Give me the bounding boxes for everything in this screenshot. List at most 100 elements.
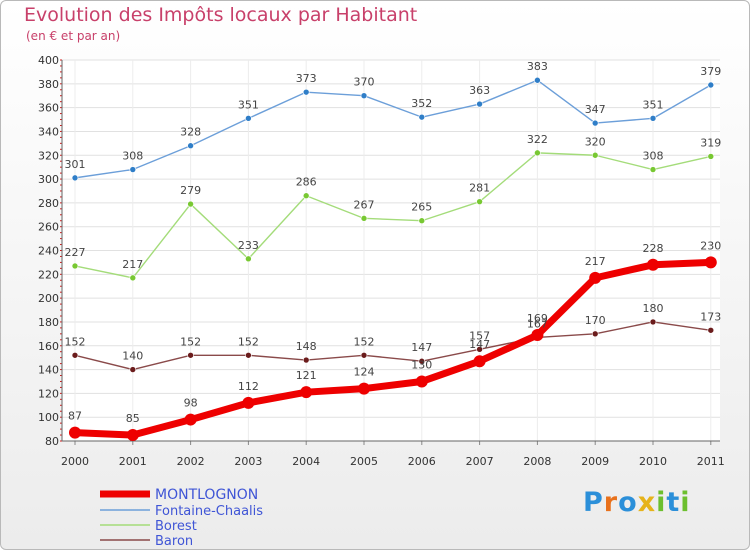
y-tick-260: 260 [38,221,59,234]
label-borest-2009: 320 [585,135,606,148]
point-montlognon-2010 [647,258,659,271]
x-tick-2005: 2005 [350,455,378,468]
y-tick-120: 120 [38,387,59,400]
point-borest-2005 [360,215,368,222]
label-baron-2008: 167 [527,317,548,330]
label-montlognon-2001: 85 [126,412,140,425]
label-montlognon-2003: 112 [238,380,259,393]
y-tick-300: 300 [38,173,59,186]
series-line-borest [74,152,712,279]
label-baron-2000: 152 [65,335,86,348]
point-montlognon-2004 [300,386,313,399]
y-tick-100: 100 [38,411,59,424]
point-borest-2009 [591,151,599,159]
label-fontaine-chaalis-2010: 351 [643,98,664,111]
point-borest-2011 [707,153,715,160]
point-borest-2000 [71,262,79,270]
x-tick-2006: 2006 [408,455,436,468]
label-borest-2010: 308 [643,150,664,163]
label-borest-2001: 217 [122,258,143,271]
label-fontaine-chaalis-2005: 370 [354,76,375,89]
label-fontaine-chaalis-2011: 379 [700,65,721,78]
label-fontaine-chaalis-2006: 352 [411,97,432,110]
label-borest-2002: 279 [180,184,201,197]
point-fontaine-chaalis-2002 [187,142,194,150]
point-baron-2006 [418,357,426,365]
data-labels: 301 308 328 351 373 370 352 363 383 347 351 379 227 2… [65,60,722,425]
point-montlognon-2009 [589,271,602,284]
x-tick-2010: 2010 [639,455,667,468]
label-montlognon-2007: 147 [469,338,490,351]
label-fontaine-chaalis-2004: 373 [296,72,317,85]
label-baron-2007: 157 [469,329,490,342]
point-baron-2010 [649,318,657,326]
series-line-montlognon [71,258,715,439]
label-baron-2003: 152 [238,335,259,348]
series-line-baron [74,321,712,371]
point-baron-2004 [302,356,310,364]
point-borest-2006 [418,217,426,225]
label-fontaine-chaalis-2007: 363 [469,84,490,97]
point-montlognon-2001 [126,429,139,442]
point-borest-2010 [649,166,657,173]
label-montlognon-2002: 98 [184,397,198,410]
x-tick-2004: 2004 [292,455,320,468]
y-tick-320: 320 [38,149,59,162]
logo-letter: i [656,487,667,518]
x-tick-2007: 2007 [466,455,494,468]
point-fontaine-chaalis-2009 [591,119,599,127]
label-borest-2005: 267 [354,198,375,211]
legend-label-montlognon: MONTLOGNON [155,487,258,503]
point-fontaine-chaalis-2001 [129,166,137,173]
label-fontaine-chaalis-2008: 383 [527,60,548,73]
y-tick-80: 80 [45,435,59,448]
label-baron-2009: 170 [585,314,606,327]
label-borest-2003: 233 [238,239,259,252]
logo-letter: i [680,487,691,518]
label-baron-2010: 180 [643,302,664,315]
label-fontaine-chaalis-2000: 301 [65,158,86,171]
legend-label-baron: Baron [155,534,193,549]
point-montlognon-2000 [69,426,81,439]
chart-title: Evolution des Impôts locaux par Habitant [24,4,418,26]
label-montlognon-2008: 169 [527,312,548,325]
point-fontaine-chaalis-2011 [707,81,715,89]
label-montlognon-2000: 87 [68,410,82,423]
logo-letter: P [583,487,604,518]
label-montlognon-2009: 217 [585,255,606,268]
label-baron-2001: 140 [122,350,143,363]
point-baron-2000 [71,351,79,359]
point-baron-2009 [591,330,599,338]
x-tick-2003: 2003 [234,455,262,468]
label-borest-2006: 265 [411,201,432,214]
point-montlognon-2007 [473,355,486,368]
y-tick-340: 340 [38,125,59,138]
y-tick-400: 400 [38,54,59,67]
legend-label-fontaine-chaalis: Fontaine-Chaalis [155,504,263,519]
point-montlognon-2011 [704,256,717,269]
label-fontaine-chaalis-2002: 328 [180,126,201,139]
label-baron-2002: 152 [180,335,201,348]
label-montlognon-2011: 230 [700,239,721,252]
point-fontaine-chaalis-2008 [534,76,541,84]
x-tick-2011: 2011 [697,455,725,468]
logo-letter: o [618,487,638,518]
label-fontaine-chaalis-2001: 308 [122,150,143,163]
y-tick-380: 380 [38,78,59,91]
proxiti-logo: Proxiti [583,487,691,518]
point-baron-2007 [476,346,483,353]
label-borest-2011: 319 [700,136,721,149]
y-tick-180: 180 [38,316,59,329]
x-tick-2001: 2001 [119,455,147,468]
y-tick-200: 200 [38,292,59,305]
label-montlognon-2005: 124 [354,366,375,379]
label-montlognon-2006: 130 [411,358,432,371]
label-borest-2000: 227 [65,246,86,259]
point-fontaine-chaalis-2005 [360,92,368,100]
x-tick-2008: 2008 [523,455,551,468]
label-baron-2011: 173 [700,310,721,323]
label-borest-2008: 322 [527,133,548,146]
point-borest-2004 [302,192,310,200]
y-tick-140: 140 [38,364,59,377]
